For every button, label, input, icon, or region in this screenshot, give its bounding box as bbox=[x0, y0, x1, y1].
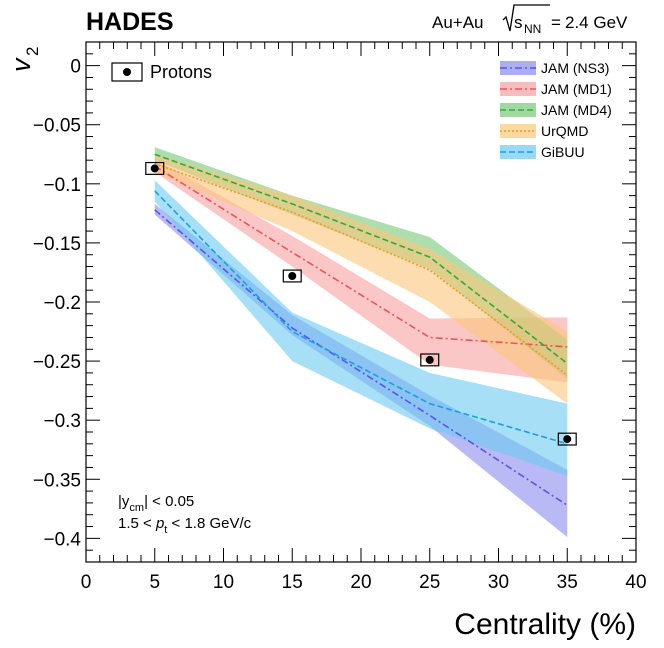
legend-protons-label: Protons bbox=[150, 62, 212, 82]
x-tick-label: 20 bbox=[350, 572, 371, 593]
line-urqmd bbox=[154, 162, 568, 376]
tick-labels: 0 5 10 15 20 25 30 35 40 0 −0.05 −0.1 −0.15 −0.2 −0.25… bbox=[33, 57, 647, 593]
legend-marker-dot bbox=[123, 68, 131, 76]
line-jam-md1 bbox=[154, 165, 568, 348]
line-jam-md4 bbox=[154, 153, 568, 365]
legend-label-jam-md4: JAM (MD4) bbox=[541, 102, 612, 118]
y-axis-label: v 2 bbox=[6, 47, 42, 72]
data-legend: Protons bbox=[111, 62, 212, 82]
x-tick-label: 15 bbox=[282, 572, 303, 593]
y-tick-label: −0.15 bbox=[33, 234, 81, 255]
y-tick-label: 0 bbox=[70, 57, 81, 78]
y-tick-label: −0.05 bbox=[33, 116, 81, 137]
line-gibuu bbox=[154, 190, 568, 445]
y-tick-label: −0.4 bbox=[43, 529, 81, 550]
model-bands bbox=[154, 147, 568, 538]
data-point-syst-box bbox=[420, 353, 440, 367]
system-collision: Au+Au bbox=[432, 13, 484, 32]
legend-label-jam-md1: JAM (MD1) bbox=[541, 81, 612, 97]
x-tick-label: 25 bbox=[419, 572, 440, 593]
system-energy: 2.4 GeV bbox=[565, 13, 628, 32]
y-tick-label: −0.35 bbox=[33, 470, 81, 491]
data-point bbox=[150, 164, 159, 173]
chart-title: HADES bbox=[86, 8, 174, 36]
band-gibuu bbox=[154, 180, 568, 476]
cuts-annotation: |ycm| < 0.05 1.5 < pt < 1.8 GeV/c bbox=[118, 493, 252, 536]
y-tick-label: −0.25 bbox=[33, 352, 81, 373]
data-points bbox=[145, 161, 577, 446]
y-tick-label: −0.1 bbox=[43, 175, 81, 196]
axes bbox=[85, 41, 637, 563]
legend-label-gibuu: GiBUU bbox=[541, 144, 585, 160]
system-label: Au+Au s NN = 2.4 GeV bbox=[432, 4, 628, 36]
x-tick-label: 5 bbox=[149, 572, 160, 593]
data-point-syst-box bbox=[145, 161, 165, 175]
data-point bbox=[425, 355, 434, 364]
system-equals: = bbox=[551, 13, 561, 32]
line-jam-ns3 bbox=[154, 209, 568, 506]
data-point-syst-box bbox=[557, 432, 577, 446]
data-point bbox=[563, 435, 572, 444]
y-tick-label: −0.3 bbox=[43, 411, 81, 432]
model-lines bbox=[154, 153, 568, 506]
x-tick-label: 10 bbox=[213, 572, 234, 593]
band-urqmd bbox=[154, 154, 568, 404]
rapidity-cut: |ycm| < 0.05 bbox=[118, 493, 194, 514]
legend-label-urqmd: UrQMD bbox=[541, 123, 588, 139]
sqrt-sign-icon bbox=[502, 4, 550, 32]
y-axis-label-symbol: v bbox=[6, 57, 36, 72]
x-tick-label: 40 bbox=[625, 572, 646, 593]
sqrt-s-sub: NN bbox=[524, 22, 541, 36]
x-tick-label: 0 bbox=[81, 572, 92, 593]
pt-cut: 1.5 < pt < 1.8 GeV/c bbox=[118, 515, 252, 536]
x-axis-label: Centrality (%) bbox=[454, 608, 636, 641]
data-point bbox=[288, 272, 297, 280]
x-tick-label: 35 bbox=[557, 572, 578, 593]
model-legend: JAM (NS3) JAM (MD1) JAM (MD4) UrQMD GiBUU bbox=[500, 60, 612, 160]
y-tick-label: −0.2 bbox=[43, 293, 81, 314]
y-axis-label-subscript: 2 bbox=[23, 47, 42, 56]
x-tick-label: 30 bbox=[488, 572, 509, 593]
data-point-syst-box bbox=[282, 269, 302, 283]
legend-label-jam-ns3: JAM (NS3) bbox=[541, 60, 609, 76]
sqrt-s-label: s bbox=[514, 13, 523, 32]
